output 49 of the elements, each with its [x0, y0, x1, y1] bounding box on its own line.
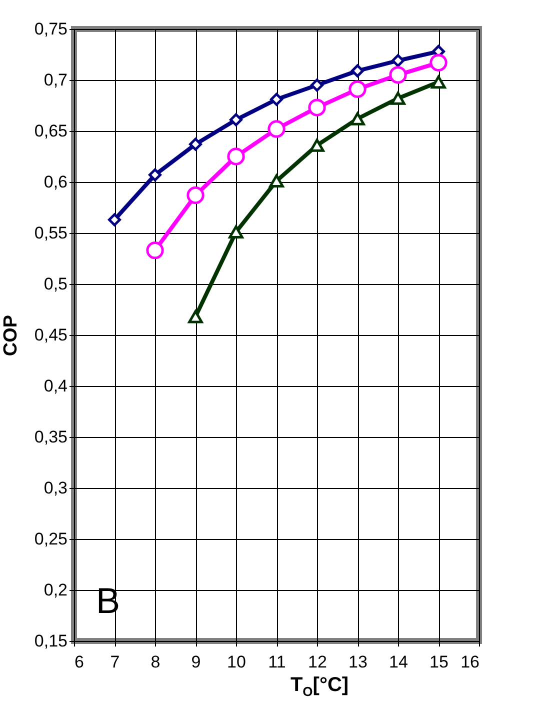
- x-tick-label: 15: [430, 652, 448, 672]
- point: [389, 66, 407, 84]
- y-tick-label: 0,2: [44, 580, 68, 600]
- y-axis-title: COP: [0, 314, 22, 356]
- point: [350, 112, 365, 126]
- point: [186, 186, 204, 204]
- y-tick-label: 0,35: [34, 428, 68, 446]
- point: [230, 113, 242, 126]
- x-tick-label: 14: [389, 652, 408, 672]
- point: [351, 64, 364, 78]
- point: [189, 138, 202, 151]
- y-tick-label: 0,65: [34, 122, 68, 140]
- y-tick-label: 0,5: [44, 274, 68, 294]
- y-tick-label: 0,3: [44, 478, 68, 498]
- x-tick-label: 7: [110, 652, 120, 672]
- x-axis-title: T$_{O}$[°C]: [289, 674, 350, 699]
- y-tick-label: 0,45: [34, 326, 68, 344]
- point: [310, 78, 324, 92]
- y-tick-label: 0,75: [34, 20, 68, 38]
- point: [148, 168, 162, 182]
- point: [146, 242, 164, 260]
- y-tick-label: 0,55: [34, 224, 68, 242]
- point: [310, 138, 324, 152]
- point: [269, 174, 284, 188]
- x-tick-label: 11: [268, 652, 286, 672]
- x-tick-label: 6: [74, 652, 84, 672]
- x-tick-label: 9: [191, 652, 201, 672]
- x-tick-label: 13: [348, 652, 368, 672]
- x-tick-label: 10: [227, 652, 246, 672]
- point: [348, 80, 366, 98]
- point: [108, 213, 121, 226]
- point: [268, 120, 286, 138]
- x-tick-label: 12: [308, 652, 327, 672]
- point: [308, 98, 326, 116]
- y-tick-label: 0,6: [44, 172, 68, 192]
- y-tick-label: 0,15: [34, 632, 68, 650]
- point: [227, 148, 245, 166]
- point: [188, 310, 203, 324]
- y-tick-label: 0,25: [34, 530, 68, 548]
- point: [390, 92, 406, 105]
- x-tick-label: 8: [150, 652, 160, 672]
- point: [430, 54, 448, 72]
- y-tick-label: 0,4: [44, 376, 68, 396]
- x-tick-label: 16: [460, 652, 480, 672]
- point: [392, 54, 404, 68]
- point: [270, 92, 283, 106]
- point: [431, 75, 446, 89]
- point: [228, 225, 244, 239]
- y-tick-label: 0,7: [44, 70, 68, 90]
